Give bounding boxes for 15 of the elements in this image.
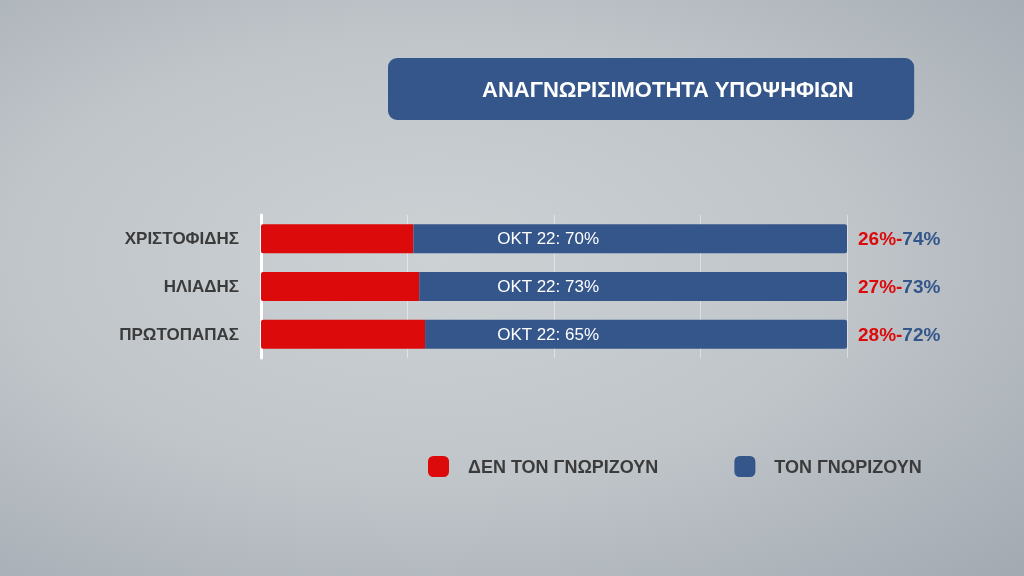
- data-label: 26%-: [858, 228, 903, 250]
- data-label: 28%-: [858, 323, 903, 345]
- chart-title: ΑΝΑΓΝΩΡΙΣΙΜΟΤΗΤΑ ΥΠΟΨΗΦΙΩΝ: [482, 76, 854, 102]
- data-label: 27%-: [858, 276, 903, 297]
- legend-label: ΔΕΝ ΤΟΝ ΓΝΩΡΙΖΟΥΝ: [468, 456, 659, 477]
- y-tick-label: ΧΡΙΣΤΟΦΙΔΗΣ: [124, 229, 239, 249]
- annotation: ΟΚΤ 22: 65%: [497, 324, 600, 344]
- data-label: 73%: [902, 276, 941, 297]
- y-tick-label: ΗΛΙΑΔΗΣ: [163, 277, 239, 296]
- legend-label: ΤΟΝ ΓΝΩΡΙΖΟΥΝ: [774, 456, 922, 477]
- data-label: 74%: [902, 228, 941, 250]
- data-label: 72%: [902, 323, 941, 345]
- annotation: ΟΚΤ 22: 73%: [497, 277, 600, 296]
- y-tick-label: ΠΡΩΤΟΠΑΠΑΣ: [119, 324, 239, 344]
- annotation: ΟΚΤ 22: 70%: [497, 229, 600, 249]
